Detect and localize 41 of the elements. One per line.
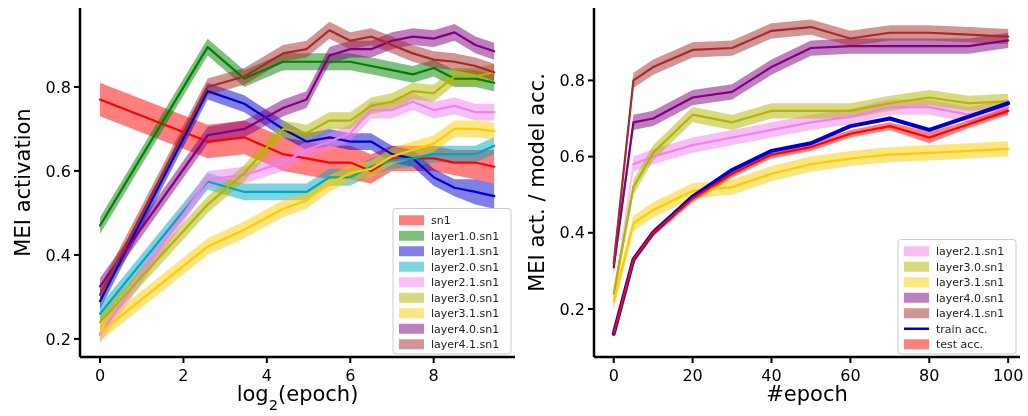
legend-label: layer3.1.sn1: [936, 276, 1005, 290]
y-tick-label: 0.2: [45, 329, 71, 349]
y-tick-label: 0.8: [559, 70, 585, 90]
legend-label: layer4.0.sn1: [936, 291, 1005, 305]
legend-label: layer2.0.sn1: [431, 260, 500, 274]
legend-label: layer1.1.sn1: [431, 245, 500, 259]
legend-label: sn1: [431, 214, 451, 228]
y-tick-label: 0.6: [45, 161, 71, 181]
x-tick-label: 60: [840, 366, 861, 385]
x-tick-label: 20: [682, 366, 703, 385]
legend-label: test acc.: [936, 338, 983, 352]
x-tick-label: 0: [608, 366, 619, 385]
y-tick-label: 0.2: [559, 299, 585, 319]
y-tick-label: 0.4: [559, 223, 585, 243]
x-axis-title: #epoch: [766, 382, 848, 406]
legend-label: layer4.1.sn1: [936, 307, 1005, 321]
legend-label: layer2.1.sn1: [431, 276, 500, 290]
line-series: [632, 105, 1010, 166]
line-series: [98, 98, 496, 173]
legend-label: layer3.1.sn1: [431, 307, 500, 321]
y-tick-label: 0.6: [559, 147, 585, 167]
x-tick-label: 80: [919, 366, 940, 385]
legend-label: layer2.1.sn1: [936, 245, 1005, 259]
x-tick-label: 6: [345, 366, 356, 385]
legend-label: layer1.0.sn1: [431, 229, 500, 243]
x-tick-label: 0: [94, 366, 106, 385]
legend-label: train acc.: [936, 322, 988, 336]
x-tick-label: 40: [761, 366, 782, 385]
y-axis-title: MEI act. / model acc.: [525, 73, 549, 292]
legend-label: layer3.0.sn1: [431, 291, 500, 305]
y-axis-title: MEI activation: [11, 108, 35, 257]
y-tick-label: 0.8: [45, 77, 71, 97]
legend-label: layer4.1.sn1: [431, 338, 500, 352]
x-tick-label: 8: [428, 366, 439, 385]
x-tick-label: 4: [261, 366, 272, 385]
x-tick-label: 2: [178, 366, 189, 385]
x-tick-label: 100: [992, 366, 1024, 385]
y-tick-label: 0.4: [45, 245, 71, 265]
x-axis-title: log$_{2}$(epoch): [236, 382, 359, 413]
legend-label: layer4.0.sn1: [431, 322, 500, 336]
legend-label: layer3.0.sn1: [936, 260, 1005, 274]
